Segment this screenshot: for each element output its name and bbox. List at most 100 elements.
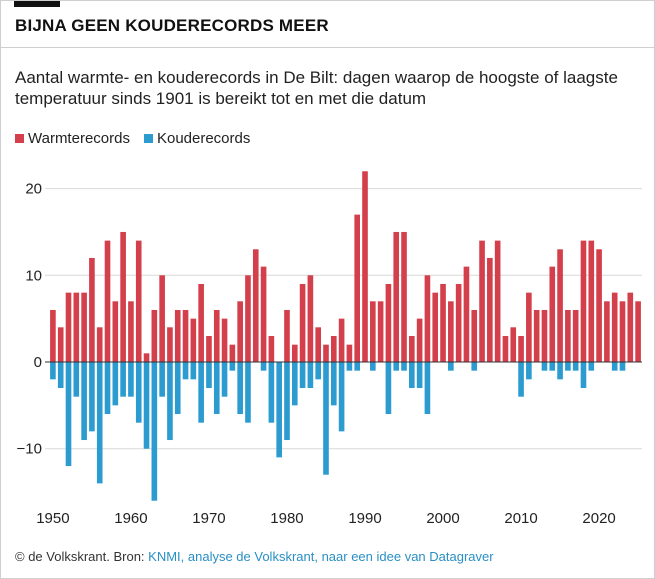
bar-cold: [104, 362, 111, 415]
bar-warm: [112, 301, 119, 362]
bar-cold: [393, 362, 400, 371]
bar-cold: [611, 362, 618, 371]
bar-warm: [315, 327, 321, 362]
bar-warm: [307, 275, 314, 362]
bar-warm: [323, 344, 329, 362]
bar-warm: [448, 301, 454, 362]
bar-cold: [549, 362, 556, 371]
bar-warm: [237, 301, 243, 362]
bar-warm: [619, 301, 626, 362]
bar-cold: [518, 362, 524, 397]
x-tick-label: 2000: [426, 510, 459, 527]
bar-cold: [221, 362, 228, 397]
bar-warm: [487, 257, 493, 362]
bar-cold: [182, 362, 189, 380]
bar-warm: [167, 327, 173, 362]
bar-cold: [206, 362, 212, 389]
bar-warm: [299, 283, 306, 362]
bar-cold: [245, 362, 251, 423]
bar-warm: [362, 171, 368, 362]
bar-warm: [229, 344, 236, 362]
bar-warm: [502, 335, 509, 362]
bar-warm: [65, 292, 72, 362]
legend-swatch-cold: [143, 134, 153, 143]
bar-cold: [65, 362, 72, 467]
bar-cold: [541, 362, 548, 371]
bar-warm: [401, 231, 407, 362]
bar-warm: [57, 327, 64, 362]
bar-warm: [346, 344, 353, 362]
accent-bar: [14, 1, 60, 7]
bar-warm: [611, 292, 618, 362]
bar-warm: [159, 275, 165, 362]
x-tick-label: 1950: [36, 510, 69, 527]
bar-cold: [448, 362, 454, 371]
bar-cold: [330, 362, 337, 406]
bar-cold: [370, 362, 376, 371]
bar-cold: [229, 362, 236, 371]
bar-warm: [627, 292, 634, 362]
bar-cold: [291, 362, 298, 406]
bar-warm: [245, 275, 251, 362]
bar-warm: [572, 309, 579, 362]
bar-cold: [96, 362, 103, 484]
bar-warm: [432, 292, 439, 362]
bar-warm: [377, 301, 384, 362]
bar-cold: [416, 362, 423, 389]
bar-cold: [128, 362, 134, 397]
bar-cold: [323, 362, 329, 475]
bar-cold: [143, 362, 150, 449]
bar-warm: [330, 335, 337, 362]
bar-cold: [151, 362, 158, 501]
bar-warm: [471, 309, 478, 362]
bar-cold: [190, 362, 197, 380]
bar-warm: [541, 309, 548, 362]
bar-warm: [260, 266, 267, 362]
legend-swatch-warm: [15, 134, 24, 143]
legend-item-cold: Kouderecords: [143, 130, 251, 147]
bar-cold: [268, 362, 275, 423]
bar-warm: [198, 283, 204, 362]
bar-warm: [338, 318, 345, 362]
bar-warm: [50, 309, 56, 362]
y-tick-label: 10: [25, 267, 42, 284]
x-tick-label: 2010: [504, 510, 537, 527]
bar-warm: [89, 257, 95, 362]
bar-cold: [135, 362, 142, 423]
legend-label-cold: Kouderecords: [156, 130, 251, 147]
bar-cold: [167, 362, 173, 441]
bar-cold: [409, 362, 415, 389]
bar-warm: [221, 318, 228, 362]
bar-warm: [440, 283, 446, 362]
y-tick-label: 0: [34, 354, 42, 371]
y-tick-label: −10: [17, 441, 42, 458]
legend-item-warm: Warmterecords: [15, 130, 130, 147]
bar-cold: [565, 362, 571, 371]
bar-warm: [565, 309, 571, 362]
bar-warm: [151, 309, 158, 362]
bar-warm: [370, 301, 376, 362]
bar-cold: [385, 362, 392, 415]
bar-cold: [81, 362, 87, 441]
bar-warm: [549, 266, 556, 362]
bar-cold: [237, 362, 243, 415]
bar-warm: [409, 335, 415, 362]
bar-cold: [50, 362, 56, 380]
chart-title: BIJNA GEEN KOUDERECORDS MEER: [15, 16, 329, 35]
bar-cold: [346, 362, 353, 371]
bar-cold: [276, 362, 282, 458]
bar-warm: [463, 266, 470, 362]
bar-warm: [291, 344, 298, 362]
bar-cold: [112, 362, 119, 406]
bar-warm: [604, 301, 610, 362]
bar-warm: [588, 240, 595, 362]
bar-warm: [580, 240, 587, 362]
bar-warm: [143, 353, 150, 362]
bar-warm: [385, 283, 392, 362]
bar-cold: [354, 362, 361, 371]
footer-source-link[interactable]: KNMI, analyse de Volkskrant, naar een id…: [148, 549, 494, 564]
bar-cold: [120, 362, 126, 397]
bar-warm: [526, 292, 532, 362]
